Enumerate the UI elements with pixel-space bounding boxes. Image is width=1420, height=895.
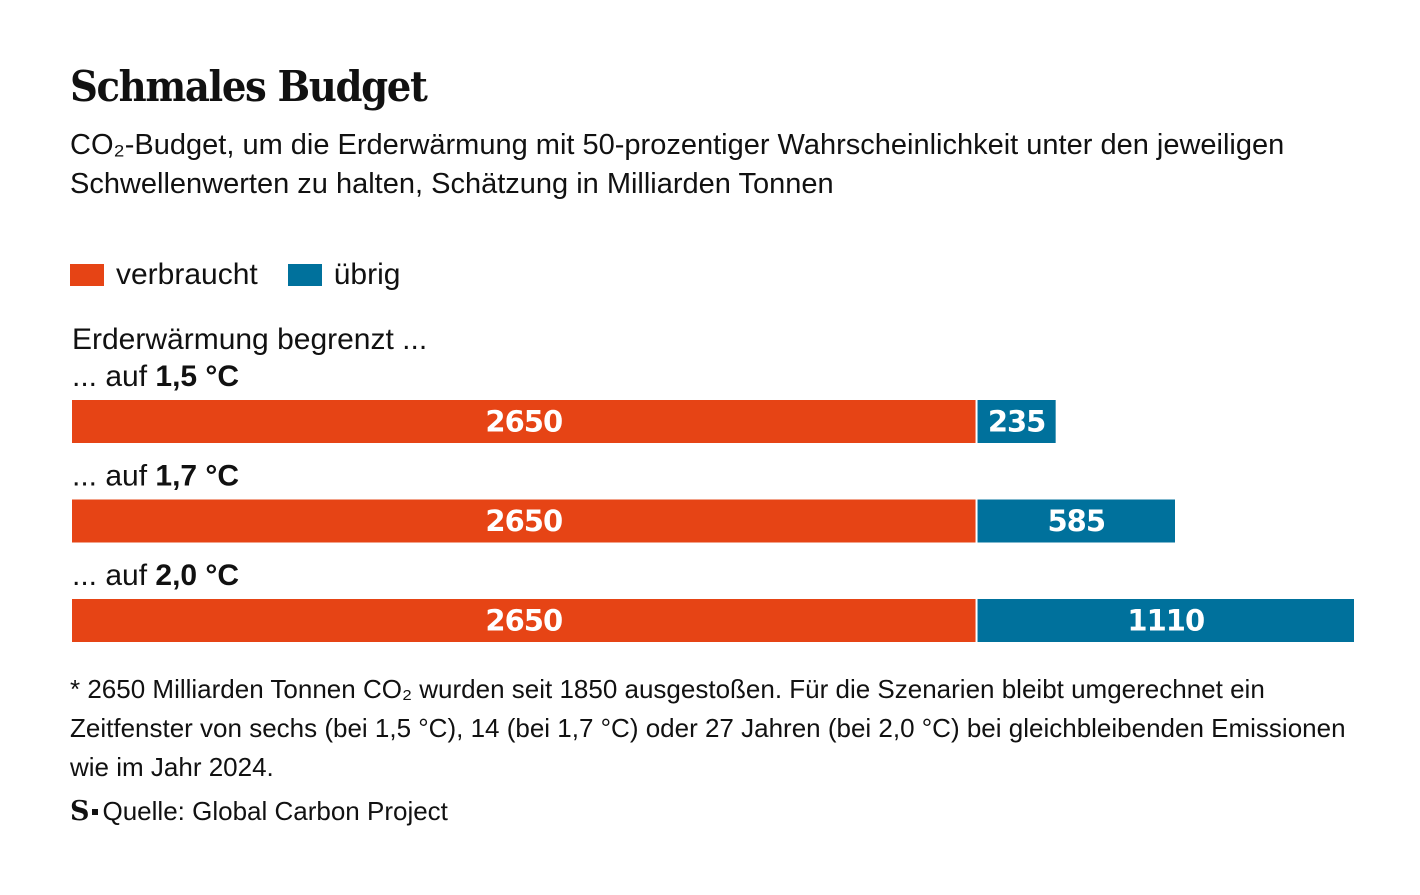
group-label: Erderwärmung begrenzt ...	[72, 323, 428, 356]
legend-item-uebrig: übrig	[287, 258, 401, 292]
data-label-verbraucht-1: 2650	[485, 405, 562, 439]
row-label-prefix: ... auf	[72, 360, 155, 393]
legend-item-verbraucht: verbraucht	[70, 258, 258, 292]
row-label-threshold: 1,5 °C	[155, 360, 239, 393]
footnote: * 2650 Milliarden Tonnen CO₂ wurden seit…	[70, 674, 1346, 782]
data-label-uebrig-1: 235	[988, 405, 1046, 439]
separator-dot-icon	[91, 808, 98, 815]
data-label-verbraucht-3: 2650	[485, 604, 562, 638]
legend-swatch-uebrig	[287, 264, 322, 286]
row-label-1: ... auf 1,5 °C	[72, 360, 239, 393]
source-text: Quelle: Global Carbon Project	[102, 796, 448, 826]
bar-verbraucht-3	[72, 599, 976, 642]
bar-verbraucht-2	[72, 499, 976, 543]
bar-uebrig-2	[977, 499, 1175, 543]
bar-verbraucht-1	[72, 400, 976, 443]
row-label-prefix: ... auf	[72, 559, 155, 592]
publisher-logo: S	[70, 796, 90, 827]
row-label-prefix: ... auf	[72, 460, 155, 493]
legend-label-uebrig: übrig	[333, 258, 401, 291]
legend-swatch-verbraucht	[70, 264, 104, 286]
row-label-2: ... auf 1,7 °C	[72, 460, 239, 493]
bar-uebrig-3	[977, 599, 1354, 642]
data-label-uebrig-2: 585	[1047, 504, 1105, 538]
source-line: S Quelle: Global Carbon Project	[70, 796, 448, 827]
row-label-3: ... auf 2,0 °C	[72, 559, 239, 592]
legend: verbraucht übrig	[70, 255, 430, 295]
chart-subtitle: CO₂-Budget, um die Erderwärmung mit 50-p…	[70, 129, 1285, 200]
data-label-uebrig-3: 1110	[1127, 604, 1204, 638]
bar-uebrig-1	[977, 400, 1056, 443]
chart-title: Schmales Budget	[70, 62, 428, 111]
row-label-threshold: 1,7 °C	[155, 460, 239, 493]
legend-label-verbraucht: verbraucht	[116, 258, 258, 291]
data-label-verbraucht-2: 2650	[485, 504, 562, 538]
row-label-threshold: 2,0 °C	[155, 559, 239, 592]
